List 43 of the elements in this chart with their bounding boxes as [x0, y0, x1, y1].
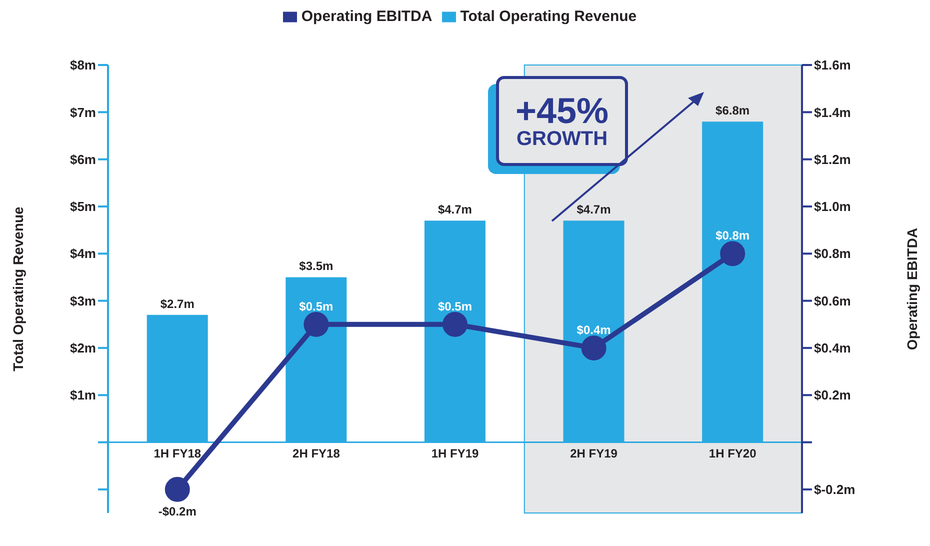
data-label: -$0.2m — [158, 504, 196, 518]
y-tick-label: $2m — [70, 340, 96, 356]
y2-tick-label: $0.4m — [814, 340, 851, 356]
annotation: +45% — [515, 90, 609, 131]
data-label: $6.8m — [716, 104, 750, 118]
y-tick-label: $5m — [70, 199, 96, 214]
data-label: $4.7m — [438, 202, 472, 217]
y-tick-label: $3m — [70, 293, 96, 308]
y-tick-label: $7m — [70, 104, 96, 120]
x-tick-label: 1H FY18 — [154, 446, 202, 461]
point — [581, 335, 606, 360]
y2-tick-label: $0.2m — [814, 388, 851, 403]
x-tick-label: 1H FY20 — [708, 446, 757, 461]
y2-tick-label: $0.8m — [814, 246, 851, 262]
y-tick-label: $1m — [70, 388, 96, 403]
point — [442, 312, 468, 337]
y2-tick-label: $0.6m — [814, 293, 851, 308]
x-tick-label: 1H FY19 — [431, 446, 479, 461]
data-label: $0.4m — [576, 322, 611, 337]
data-label: $0.5m — [438, 299, 472, 314]
y-tick-label: $4m — [70, 246, 96, 262]
y2-tick-label: $1.0m — [814, 199, 851, 214]
y-tick-label: $6m — [70, 152, 96, 167]
legend-label: Total Operating Revenue — [460, 8, 637, 25]
y-tick-label: $8m — [70, 58, 96, 73]
x-tick-label: 2H FY18 — [292, 446, 340, 461]
data-label: $3.5m — [299, 259, 334, 274]
data-label: $0.8m — [716, 228, 750, 243]
annotation: GROWTH — [516, 128, 608, 150]
y2-tick-label: $1.4m — [814, 104, 851, 120]
y2-axis-title: Operating EBITDA — [904, 228, 920, 350]
y-axis-title: Total Operating Revenue — [10, 206, 26, 372]
data-label: $2.7m — [160, 296, 194, 311]
data-label: $0.5m — [299, 299, 334, 314]
legend-label: Operating EBITDA — [301, 8, 432, 25]
point — [164, 476, 190, 502]
x-tick-label: 2H FY19 — [570, 446, 618, 461]
y2-tick-label: $1.6m — [814, 58, 851, 73]
y2-tick-label: $1.2m — [814, 152, 851, 167]
y2-tick-label: $-0.2m — [814, 482, 856, 498]
point — [304, 312, 329, 337]
data-label: $4.7m — [576, 202, 611, 217]
point — [720, 241, 746, 266]
